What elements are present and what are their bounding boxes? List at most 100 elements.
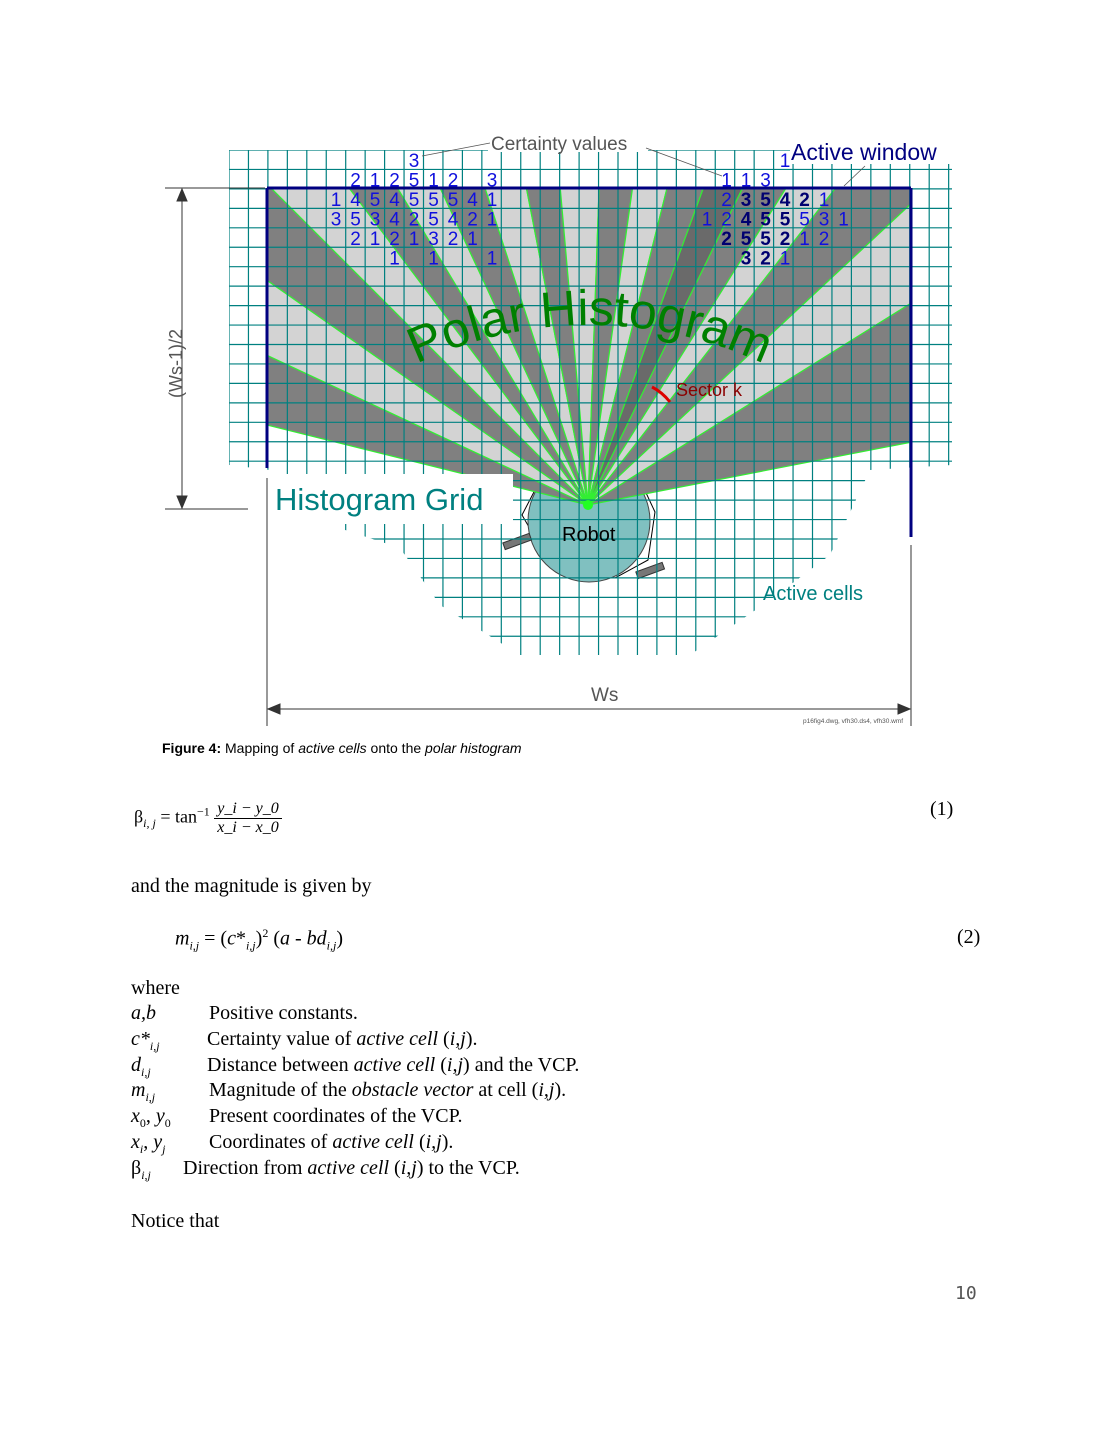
equation-1-number: (1) bbox=[930, 798, 954, 820]
certainty-value: 5 bbox=[409, 171, 420, 192]
polar-sector bbox=[439, 188, 589, 506]
certainty-value: 2 bbox=[389, 229, 400, 250]
polar-sector bbox=[587, 202, 911, 506]
equation-2: mi,j = (c*i,j)2 (a - bdi,j) bbox=[175, 926, 343, 953]
certainty-value: 2 bbox=[467, 210, 478, 231]
where-label: where bbox=[131, 977, 180, 999]
certainty-value: 2 bbox=[389, 171, 400, 192]
certainty-value: 3 bbox=[487, 171, 498, 192]
definition-term: mi,j bbox=[131, 1079, 156, 1105]
certainty-value: 2 bbox=[409, 210, 420, 231]
definition-term: βi,j bbox=[131, 1156, 151, 1182]
certainty-value: 5 bbox=[741, 229, 752, 250]
certainty-value: 1 bbox=[467, 229, 478, 250]
polar-histogram-figure: Histogram Grid Robot Polar Histogram Sec… bbox=[165, 134, 952, 726]
eq1-numerator: y_i − y_0 bbox=[214, 800, 282, 819]
certainty-value: 3 bbox=[370, 210, 381, 231]
polar-sector bbox=[587, 302, 911, 506]
eq1-sup: −1 bbox=[197, 804, 210, 819]
certainty-value: 2 bbox=[799, 190, 810, 211]
certainty-value: 1 bbox=[409, 229, 420, 250]
file-note: p16fig4.dwg, vfh30.ds4, vfh30.wmf bbox=[803, 718, 903, 725]
caption-text: Mapping of bbox=[225, 740, 299, 756]
certainty-value: 1 bbox=[487, 210, 498, 231]
certainty-value: 2 bbox=[448, 229, 459, 250]
definition-description: Coordinates of active cell (i,j). bbox=[209, 1131, 454, 1153]
caption-text: onto the bbox=[366, 740, 426, 756]
definition-term: x0, y0 bbox=[131, 1105, 171, 1131]
certainty-value: 5 bbox=[350, 210, 361, 231]
polar-sectors bbox=[267, 188, 911, 506]
certainty-value: 5 bbox=[409, 190, 420, 211]
certainty-value: 3 bbox=[741, 249, 752, 270]
definition-term: c*i,j bbox=[131, 1027, 160, 1053]
certainty-value: 4 bbox=[467, 190, 478, 211]
certainty-value: 1 bbox=[428, 249, 439, 270]
robot-label: Robot bbox=[562, 524, 616, 546]
definition-description: Present coordinates of the VCP. bbox=[209, 1105, 463, 1128]
robot-wheel-left bbox=[502, 532, 533, 551]
certainty-value: 1 bbox=[331, 190, 342, 211]
active-window-leader bbox=[843, 165, 866, 187]
width-label: Ws bbox=[591, 685, 618, 706]
definition-term: a,b bbox=[131, 1002, 156, 1024]
definition-term: xi, yj bbox=[131, 1131, 166, 1156]
certainty-value: 1 bbox=[799, 229, 810, 250]
certainty-value: 4 bbox=[780, 190, 791, 211]
eq1-op: = tan bbox=[155, 806, 197, 827]
certainty-value: 5 bbox=[428, 190, 439, 211]
certainty-value: 1 bbox=[428, 171, 439, 192]
definition-description: Certainty value of active cell (i,j). bbox=[207, 1027, 478, 1050]
certainty-value: 5 bbox=[780, 210, 791, 231]
certainty-value: 4 bbox=[350, 190, 361, 211]
certainty-value: 1 bbox=[389, 249, 400, 270]
figure-number: Figure 4: bbox=[162, 740, 222, 756]
certainty-value: 4 bbox=[389, 210, 400, 231]
certainty-value: 2 bbox=[721, 190, 732, 211]
certainty-value: 1 bbox=[487, 249, 498, 270]
certainty-value: 3 bbox=[741, 190, 752, 211]
eq1-beta: β bbox=[134, 806, 144, 827]
certainty-value: 1 bbox=[721, 171, 732, 192]
certainty-value: 3 bbox=[428, 229, 439, 250]
certainty-leader-left bbox=[421, 142, 491, 157]
sector-k-label: Sector k bbox=[676, 380, 743, 400]
certainty-value: 3 bbox=[331, 210, 342, 231]
certainty-value: 5 bbox=[760, 210, 771, 231]
sector-k-marker bbox=[651, 385, 672, 403]
paragraph-text: and the magnitude is given by bbox=[131, 875, 372, 897]
definition-description: Positive constants. bbox=[209, 1002, 358, 1024]
figure-caption: Figure 4: Mapping of active cells onto t… bbox=[162, 740, 522, 756]
width-dimension bbox=[266, 478, 912, 726]
certainty-value: 1 bbox=[819, 190, 830, 211]
half-width-dimension bbox=[165, 187, 265, 510]
certainty-value: 4 bbox=[448, 210, 459, 231]
certainty-value: 1 bbox=[702, 210, 713, 231]
polar-sector bbox=[525, 188, 589, 506]
certainty-value: 2 bbox=[448, 171, 459, 192]
eq1-fraction: y_i − y_0 x_i − x_0 bbox=[214, 800, 282, 837]
certainty-value: 5 bbox=[370, 190, 381, 211]
definition-term: di,j bbox=[131, 1053, 151, 1079]
active-window-frame bbox=[265, 186, 913, 537]
certainty-value: 5 bbox=[760, 229, 771, 250]
vcp-point bbox=[583, 500, 593, 510]
certainty-value: 1 bbox=[741, 171, 752, 192]
equation-1: βi, j = tan−1 y_i − y_0 x_i − x_0 bbox=[134, 800, 282, 837]
certainty-value: 1 bbox=[370, 171, 381, 192]
certainty-value: 2 bbox=[350, 229, 361, 250]
active-cells-label: Active cells bbox=[763, 583, 863, 605]
caption-italic: polar histogram bbox=[425, 740, 522, 756]
page-number: 10 bbox=[955, 1283, 977, 1304]
equation-2-number: (2) bbox=[957, 926, 981, 948]
histogram-grid-label: Histogram Grid bbox=[275, 482, 483, 517]
certainty-value: 2 bbox=[721, 229, 732, 250]
certainty-value: 1 bbox=[370, 229, 381, 250]
certainty-leader-right bbox=[645, 147, 723, 177]
certainty-value: 3 bbox=[409, 151, 420, 172]
half-width-label: (Ws-1)/2 bbox=[166, 329, 186, 398]
certainty-value: 2 bbox=[780, 229, 791, 250]
certainty-values-label: Certainty values bbox=[491, 134, 627, 155]
certainty-value: 2 bbox=[350, 171, 361, 192]
eq1-denominator: x_i − x_0 bbox=[217, 819, 279, 836]
